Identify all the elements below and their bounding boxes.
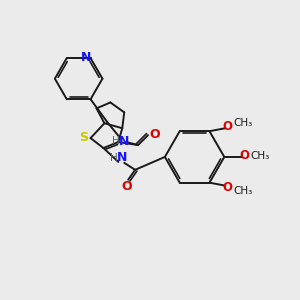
Text: O: O: [222, 181, 232, 194]
Text: O: O: [150, 128, 160, 141]
Text: CH₃: CH₃: [233, 186, 253, 196]
Text: H: H: [112, 136, 120, 146]
Text: N: N: [119, 135, 129, 148]
Text: N: N: [117, 152, 128, 164]
Text: S: S: [79, 130, 88, 144]
Text: N: N: [80, 51, 91, 64]
Text: CH₃: CH₃: [233, 118, 253, 128]
Text: O: O: [121, 180, 131, 193]
Text: O: O: [222, 120, 232, 133]
Text: H: H: [110, 153, 118, 163]
Text: O: O: [239, 149, 249, 162]
Text: CH₃: CH₃: [250, 151, 269, 161]
